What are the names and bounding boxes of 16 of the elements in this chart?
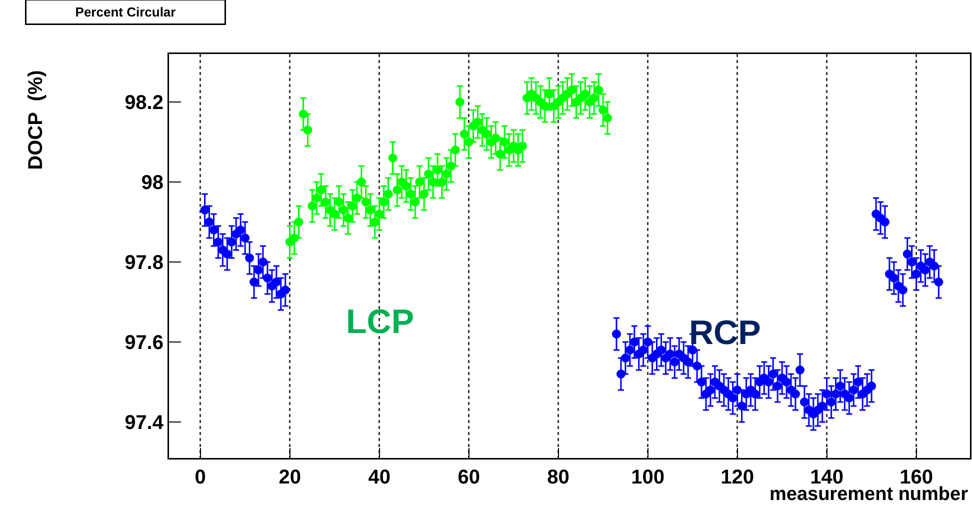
y-tick-label: 97.4	[124, 412, 164, 434]
x-tick-label: 100	[631, 466, 664, 488]
x-tick-label: 80	[547, 466, 570, 488]
x-tick-label: 20	[278, 466, 301, 488]
y-tick-label: 98	[141, 172, 164, 194]
y-tick-label: 97.6	[124, 332, 164, 354]
x-tick-label: 120	[720, 466, 754, 488]
y-axis-title: DOCP (%)	[25, 70, 47, 170]
y-tick-label: 97.8	[124, 252, 164, 274]
x-tick-label: 60	[458, 466, 480, 488]
chart-title: Percent Circular	[75, 4, 176, 20]
x-tick-label: 40	[368, 466, 390, 488]
annotation: LCP	[346, 303, 414, 341]
y-tick-label: 98.2	[124, 92, 164, 114]
x-tick-label: 0	[194, 466, 206, 488]
annotation: RCP	[689, 314, 761, 352]
